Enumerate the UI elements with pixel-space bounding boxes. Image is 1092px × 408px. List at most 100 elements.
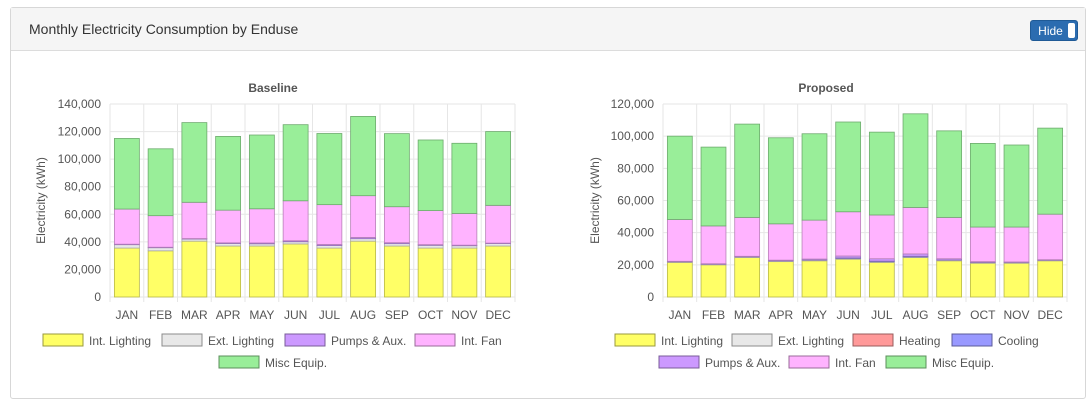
proposed-bar-segment [734,257,761,298]
baseline-legend-label: Ext. Lighting [208,334,274,348]
baseline-chart-title: Baseline [248,81,298,95]
baseline-bar-segment [248,208,275,244]
baseline-bar-segment [113,208,140,245]
proposed-legend-label: Heating [899,334,940,348]
proposed-legend-swatch [788,355,830,369]
toggle-knob-icon [1068,23,1075,38]
proposed-x-tick-label: APR [768,308,793,322]
proposed-legend-swatch [658,355,700,369]
proposed-bar-segment [868,131,895,216]
baseline-x-tick-label: APR [216,308,241,322]
proposed-x-tick-label: OCT [970,308,996,322]
proposed-y-tick-label: 40,000 [617,226,654,240]
baseline-bar-segment [383,133,410,208]
hide-toggle-button[interactable]: Hide [1030,20,1078,41]
proposed-bar-segment [801,260,828,298]
proposed-x-tick-label: AUG [902,308,928,322]
baseline-y-axis-label: Electricity (kWh) [34,157,48,244]
proposed-bar-segment [734,123,761,218]
proposed-y-tick-label: 60,000 [617,194,654,208]
baseline-x-tick-label: JUN [284,308,307,322]
baseline-y-tick-label: 140,000 [58,97,102,111]
proposed-y-tick-label: 120,000 [611,97,655,111]
baseline-y-tick-label: 40,000 [64,235,101,249]
proposed-x-tick-label: MAY [802,308,827,322]
proposed-bar-segment [1003,144,1030,228]
baseline-bar-segment [282,243,309,298]
baseline-x-tick-label: JAN [116,308,139,322]
baseline-bar-segment [316,133,343,206]
baseline-bar-segment [417,247,444,298]
proposed-x-tick-label: JUN [836,308,859,322]
baseline-y-tick-label: 120,000 [58,125,102,139]
baseline-bar-segment [383,206,410,244]
baseline-y-tick-label: 60,000 [64,207,101,221]
proposed-bar-segment [835,121,862,213]
baseline-bar-segment [350,116,377,197]
baseline-bar-segment [181,201,208,239]
proposed-bar-segment [835,211,862,257]
proposed-bar-segment [767,261,794,298]
baseline-legend-label: Int. Fan [461,334,502,348]
proposed-bar-segment [1003,226,1030,263]
proposed-bar-segment [700,264,727,298]
baseline-bar-segment [215,209,242,244]
baseline-bar-segment [451,247,478,298]
baseline-legend-label: Int. Lighting [89,334,151,348]
baseline-y-tick-label: 0 [94,290,101,304]
proposed-bar-segment [868,262,895,298]
baseline-bar-segment [417,139,444,211]
proposed-bar-segment [1037,213,1064,261]
baseline-x-tick-label: MAR [181,308,208,322]
proposed-bar-segment [936,216,963,260]
proposed-y-tick-label: 80,000 [617,161,654,175]
proposed-legend-swatch [731,333,773,347]
proposed-bar-segment [1003,262,1030,298]
proposed-legend-swatch [951,333,993,347]
baseline-x-tick-label: MAY [249,308,274,322]
baseline-bar-segment [350,195,377,238]
baseline-y-tick-label: 80,000 [64,180,101,194]
proposed-bar-segment [969,226,996,263]
baseline-x-tick-label: NOV [451,308,477,322]
baseline-bar-segment [316,204,343,245]
proposed-x-tick-label: MAR [734,308,761,322]
panel-title: Monthly Electricity Consumption by Endus… [29,21,299,37]
baseline-bar-segment [485,204,512,244]
proposed-legend-label: Cooling [998,334,1039,348]
baseline-bar-segment [181,122,208,203]
proposed-bar-segment [700,225,727,265]
baseline-legend-swatch [161,333,203,347]
proposed-x-tick-label: FEB [702,308,725,322]
baseline-bar-segment [248,245,275,298]
proposed-bar-segment [936,260,963,298]
proposed-bar-segment [902,207,929,255]
baseline-bar-segment [485,245,512,298]
baseline-bar-segment [181,240,208,298]
baseline-bar-segment [113,244,140,249]
baseline-bar-segment [248,134,275,210]
proposed-bar-segment [969,143,996,228]
proposed-bar-segment [1037,260,1064,298]
baseline-bar-segment [113,138,140,210]
proposed-x-tick-label: NOV [1003,308,1029,322]
baseline-bar-segment [485,131,512,206]
baseline-legend-swatch [414,333,456,347]
baseline-y-tick-label: 20,000 [64,262,101,276]
panel-header: Monthly Electricity Consumption by Endus… [11,8,1085,51]
baseline-x-tick-label: OCT [418,308,444,322]
proposed-y-tick-label: 0 [647,290,654,304]
proposed-legend-swatch [852,333,894,347]
proposed-bar-segment [902,257,929,298]
proposed-bar-segment [801,133,828,221]
baseline-bar-segment [451,142,478,214]
baseline-legend-swatch [218,355,260,369]
baseline-bar-segment [147,215,174,248]
proposed-x-tick-label: JUL [871,308,893,322]
proposed-bar-segment [666,135,693,220]
baseline-bar-segment [282,124,309,202]
proposed-legend-label: Int. Lighting [661,334,723,348]
hide-button-label: Hide [1038,23,1063,38]
proposed-bar-segment [902,113,929,208]
baseline-bar-segment [350,240,377,298]
